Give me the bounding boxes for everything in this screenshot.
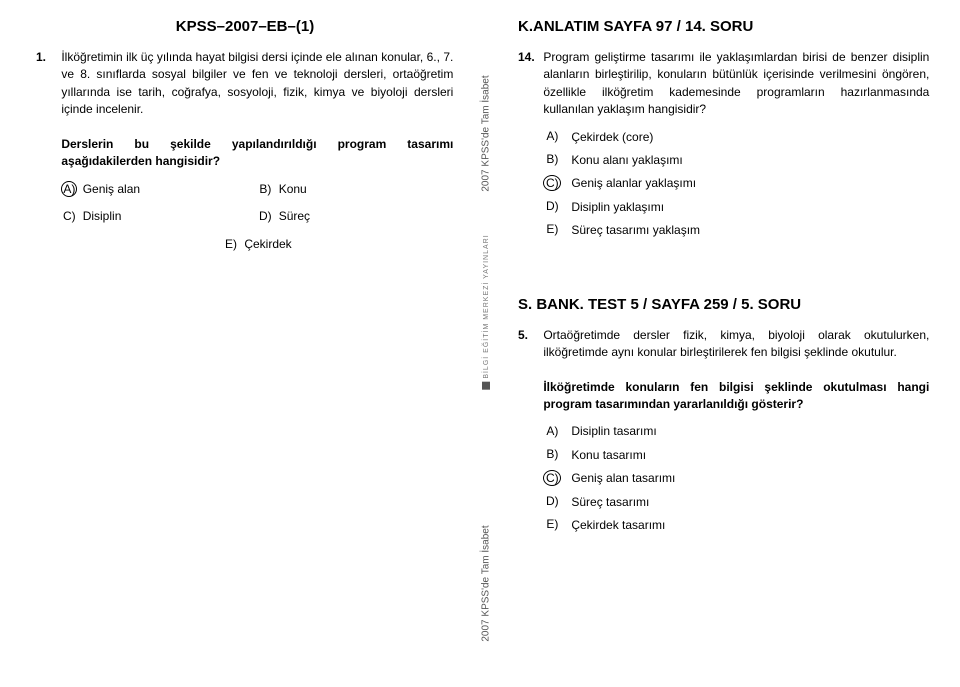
q1-opt-a-text: Geniş alan — [83, 182, 140, 196]
q1-opt-a-label: A) — [61, 181, 77, 197]
q1-opt-c: C) Disiplin — [61, 208, 257, 225]
q14-opt-d-text: Disiplin yaklaşımı — [571, 199, 664, 216]
q5-body: Ortaöğretimde dersler fizik, kimya, biyo… — [543, 327, 929, 541]
q1-opt-e-text: Çekirdek — [244, 237, 291, 251]
q1-opt-e: E) Çekirdek — [61, 236, 453, 253]
q14-body: Program geliştirme tasarımı ile yaklaşım… — [543, 49, 929, 246]
q1-opt-c-label: C) — [61, 209, 77, 225]
q1-opt-b-label: B) — [257, 181, 273, 197]
q5-bold: İlköğretimde konuların fen bilgisi şekli… — [543, 380, 929, 411]
q5-opt-b-label: B) — [543, 447, 561, 463]
question-5: 5. Ortaöğretimde dersler fizik, kimya, b… — [518, 327, 930, 541]
q1-opt-d-label: D) — [257, 209, 273, 225]
q5-opt-e: E) Çekirdek tasarımı — [543, 517, 929, 534]
q14-number: 14. — [518, 49, 540, 66]
q1-opt-b: B) Konu — [257, 181, 453, 198]
logo-text: BİLGİ EĞİTİM MERKEZİ YAYINLARI — [483, 234, 490, 378]
q1-opt-c-text: Disiplin — [83, 209, 122, 223]
q1-opt-a: A) Geniş alan — [61, 181, 257, 198]
middle-sidebar: 2007 KPSS'de Tam İsabet BİLGİ EĞİTİM MER… — [466, 18, 506, 669]
q14-opt-b-label: B) — [543, 152, 561, 168]
q14-opt-e-text: Süreç tasarımı yaklaşım — [571, 222, 700, 239]
page: KPSS–2007–EB–(1) 1. İlköğretimin ilk üç … — [0, 0, 960, 687]
logo-square-icon — [482, 382, 490, 390]
q5-opt-e-label: E) — [543, 517, 561, 533]
q14-para: Program geliştirme tasarımı ile yaklaşım… — [543, 50, 929, 116]
q5-opt-a-text: Disiplin tasarımı — [571, 423, 656, 440]
q14-opt-e: E) Süreç tasarımı yaklaşım — [543, 222, 929, 239]
publisher-logo: BİLGİ EĞİTİM MERKEZİ YAYINLARI — [482, 234, 490, 389]
q14-opt-a-text: Çekirdek (core) — [571, 129, 653, 146]
q1-para: İlköğretimin ilk üç yılında hayat bilgis… — [61, 50, 453, 116]
q5-opt-b: B) Konu tasarımı — [543, 447, 929, 464]
q1-number: 1. — [36, 49, 58, 66]
q1-opt-b-text: Konu — [279, 182, 307, 196]
q5-opt-d: D) Süreç tasarımı — [543, 494, 929, 511]
q5-options: A) Disiplin tasarımı B) Konu tasarımı C) Ge… — [543, 423, 929, 534]
q14-opt-e-label: E) — [543, 222, 561, 238]
question-1: 1. İlköğretimin ilk üç yılında hayat bil… — [36, 49, 454, 253]
q1-bold: Derslerin bu şekilde yapılandırıldığı pr… — [61, 137, 453, 168]
q5-opt-a-label: A) — [543, 423, 561, 439]
q5-opt-c-text: Geniş alan tasarımı — [571, 470, 675, 487]
q14-opt-b: B) Konu alanı yaklaşımı — [543, 152, 929, 169]
right-column: K.ANLATIM SAYFA 97 / 14. SORU 14. Progra… — [506, 18, 930, 669]
q5-para: Ortaöğretimde dersler fizik, kimya, biyo… — [543, 328, 929, 359]
q5-opt-b-text: Konu tasarımı — [571, 447, 646, 464]
q5-opt-c: C) Geniş alan tasarımı — [543, 470, 929, 487]
q14-opt-d: D) Disiplin yaklaşımı — [543, 199, 929, 216]
q5-opt-c-label: C) — [543, 470, 561, 486]
q5-number: 5. — [518, 327, 540, 344]
q1-opt-e-label: E) — [223, 236, 239, 252]
q14-opt-c-text: Geniş alanlar yaklaşımı — [571, 175, 696, 192]
q14-opt-b-text: Konu alanı yaklaşımı — [571, 152, 682, 169]
right-header-2: S. BANK. TEST 5 / SAYFA 259 / 5. SORU — [518, 296, 930, 313]
side-text-top: 2007 KPSS'de Tam İsabet — [481, 75, 492, 191]
q5-opt-e-text: Çekirdek tasarımı — [571, 517, 665, 534]
q5-opt-d-text: Süreç tasarımı — [571, 494, 649, 511]
q14-opt-d-label: D) — [543, 199, 561, 215]
left-column: KPSS–2007–EB–(1) 1. İlköğretimin ilk üç … — [36, 18, 466, 669]
q5-opt-a: A) Disiplin tasarımı — [543, 423, 929, 440]
q14-options: A) Çekirdek (core) B) Konu alanı yaklaşımı… — [543, 129, 929, 240]
side-text-bottom: 2007 KPSS'de Tam İsabet — [481, 525, 492, 641]
q14-opt-a: A) Çekirdek (core) — [543, 129, 929, 146]
q1-options: A) Geniş alan B) Konu C) Disiplin D) Sür… — [61, 181, 453, 253]
q1-opt-d: D) Süreç — [257, 208, 453, 225]
q5-opt-d-label: D) — [543, 494, 561, 510]
q14-opt-c: C) Geniş alanlar yaklaşımı — [543, 175, 929, 192]
right-header-1: K.ANLATIM SAYFA 97 / 14. SORU — [518, 18, 930, 35]
question-14: 14. Program geliştirme tasarımı ile yakl… — [518, 49, 930, 246]
q14-opt-c-label: C) — [543, 175, 561, 191]
q1-body: İlköğretimin ilk üç yılında hayat bilgis… — [61, 49, 453, 253]
q14-opt-a-label: A) — [543, 129, 561, 145]
columns: KPSS–2007–EB–(1) 1. İlköğretimin ilk üç … — [36, 18, 930, 669]
q1-opt-d-text: Süreç — [279, 209, 310, 223]
left-header: KPSS–2007–EB–(1) — [36, 18, 454, 35]
